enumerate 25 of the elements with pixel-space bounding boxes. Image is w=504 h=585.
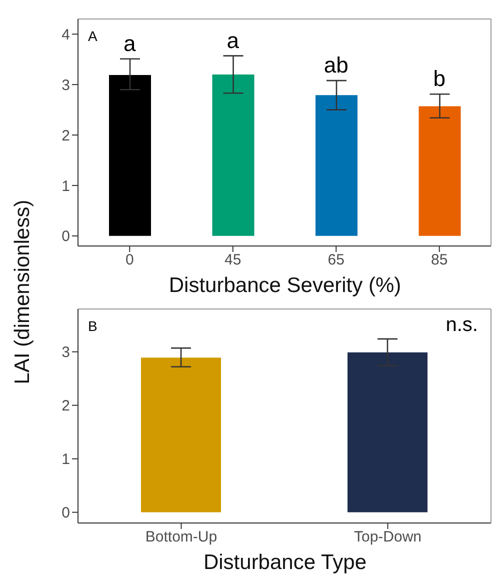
annotation: n.s. xyxy=(446,314,478,337)
y-tick-label: 2 xyxy=(62,398,70,415)
y-tick-label: 4 xyxy=(62,26,70,44)
annotation: a xyxy=(226,28,240,53)
annotation: a xyxy=(124,30,136,56)
x-tick-label: Top-Down xyxy=(354,528,422,546)
y-tick-label: 1 xyxy=(62,451,70,468)
x-tick-label: Bottom-Up xyxy=(145,528,218,546)
annotation: b xyxy=(433,66,446,92)
x-axis-title: Disturbance Type xyxy=(202,551,368,575)
annotation: B xyxy=(88,318,98,334)
x-tick-label: 0 xyxy=(125,252,134,269)
x-axis-title: Disturbance Severity (%) xyxy=(168,274,402,298)
y-tick-label: 3 xyxy=(62,344,70,362)
annotation: A xyxy=(88,28,98,44)
x-tick-label: 45 xyxy=(224,252,242,269)
x-tick-label: 85 xyxy=(431,252,448,269)
y-tick-label: 0 xyxy=(62,228,70,246)
y-axis-title: LAI (dimensionless) xyxy=(11,199,35,384)
y-tick-label: 1 xyxy=(62,178,70,195)
y-tick-label: 0 xyxy=(62,504,70,522)
x-tick-label: 65 xyxy=(328,252,344,269)
annotation: ab xyxy=(324,52,348,78)
y-tick-label: 2 xyxy=(62,127,70,144)
y-tick-label: 3 xyxy=(62,76,70,94)
